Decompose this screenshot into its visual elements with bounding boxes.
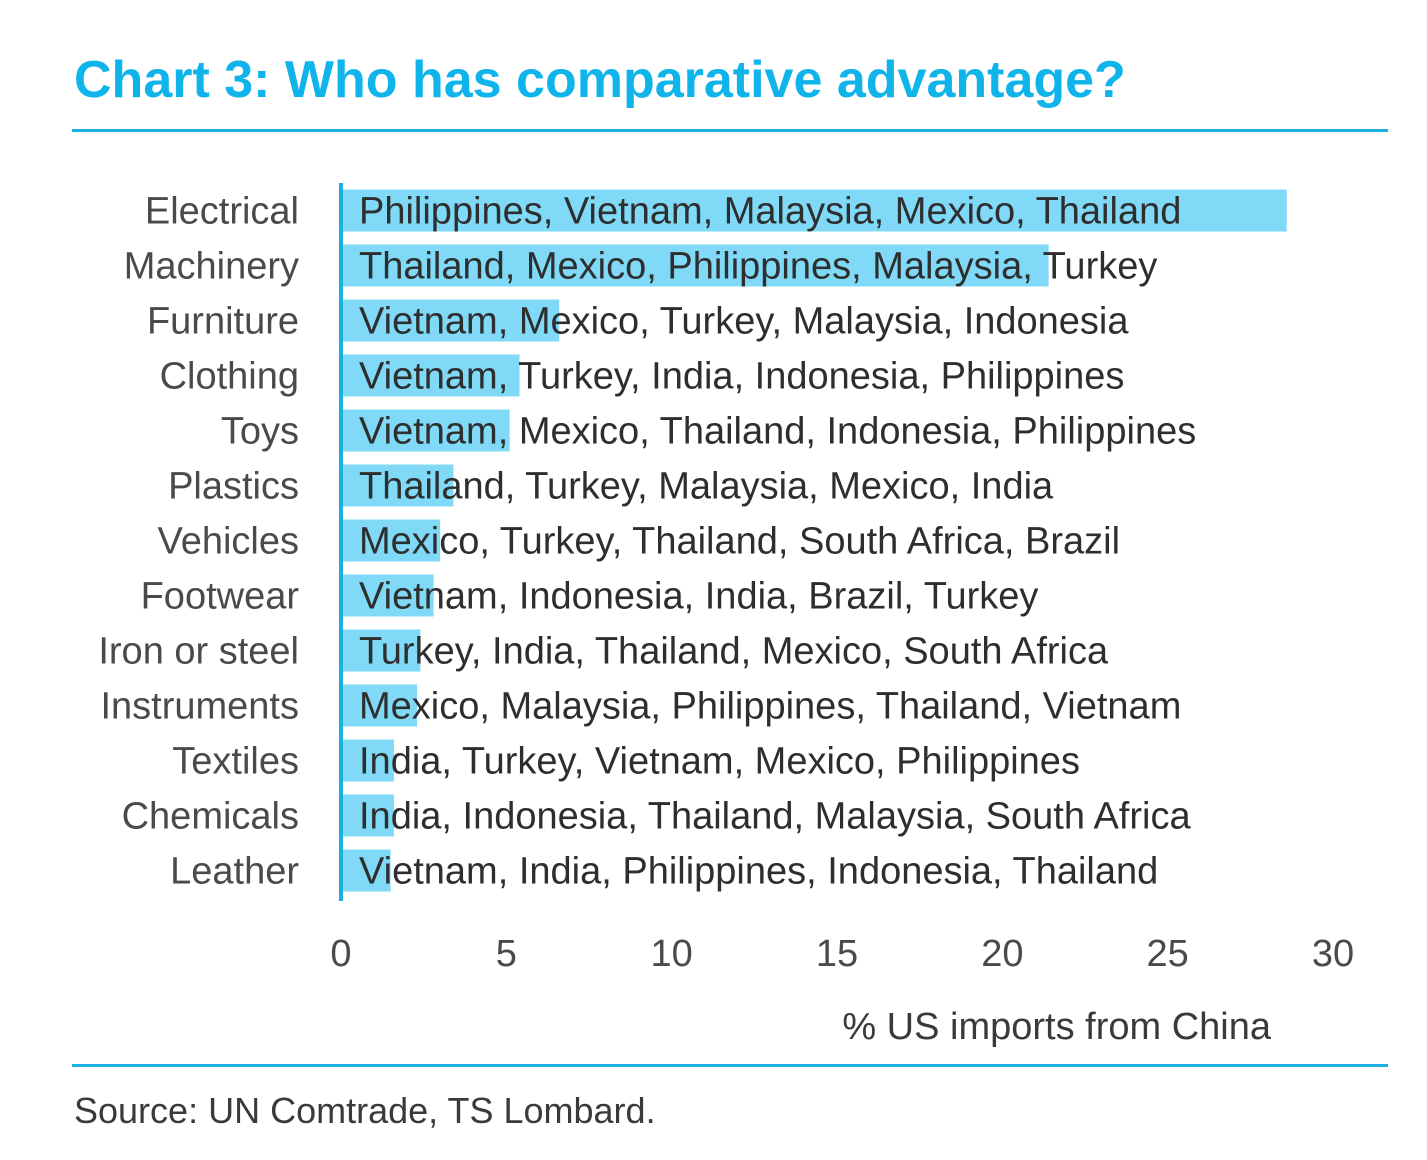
bottom-divider <box>72 1064 1388 1067</box>
bar-annotation-0: Philippines, Vietnam, Malaysia, Mexico, … <box>359 191 1181 233</box>
x-tick-label-4: 20 <box>981 933 1023 975</box>
bar-4 <box>341 409 510 452</box>
category-label-8: Iron or steel <box>98 631 299 673</box>
bar-11 <box>341 794 394 837</box>
bar-annotation-8: Turkey, India, Thailand, Mexico, South A… <box>359 631 1109 673</box>
x-tick-label-5: 25 <box>1147 933 1189 975</box>
category-label-6: Vehicles <box>157 521 299 563</box>
category-label-7: Footwear <box>141 576 300 618</box>
bar-8 <box>341 629 421 672</box>
bar-annotation-11: India, Indonesia, Thailand, Malaysia, So… <box>359 796 1191 838</box>
bar-0 <box>341 189 1287 232</box>
bar-9 <box>341 684 418 727</box>
x-tick-label-2: 10 <box>651 933 693 975</box>
category-label-9: Instruments <box>100 686 299 728</box>
text-layer: Electrical Philippines, Vietnam, Malaysia… <box>98 191 1196 893</box>
category-label-12: Leather <box>170 851 299 893</box>
x-tick-label-1: 5 <box>496 933 517 975</box>
category-label-3: Clothing <box>160 356 299 398</box>
bar-annotation-10: India, Turkey, Vietnam, Mexico, Philippi… <box>359 741 1080 783</box>
top-divider <box>72 129 1388 132</box>
x-tick-label-6: 30 <box>1312 933 1354 975</box>
bar-7 <box>341 574 434 617</box>
category-label-5: Plastics <box>168 466 299 508</box>
x-ticks-layer: 0 5 10 15 20 25 30 <box>330 933 1354 975</box>
bar-annotation-3: Vietnam, Turkey, India, Indonesia, Phili… <box>359 356 1124 398</box>
category-label-11: Chemicals <box>122 796 299 838</box>
x-tick-label-3: 15 <box>816 933 858 975</box>
bar-annotation-1: Thailand, Mexico, Philippines, Malaysia,… <box>359 246 1157 288</box>
bar-5 <box>341 464 454 507</box>
bar-annotation-7: Vietnam, Indonesia, India, Brazil, Turke… <box>359 576 1038 618</box>
source-note: Source: UN Comtrade, TS Lombard. <box>74 1090 656 1131</box>
bar-10 <box>341 739 394 782</box>
category-label-2: Furniture <box>147 301 299 343</box>
bar-2 <box>341 299 560 342</box>
bar-annotation-2: Vietnam, Mexico, Turkey, Malaysia, Indon… <box>359 301 1129 343</box>
bar-annotation-4: Vietnam, Mexico, Thailand, Indonesia, Ph… <box>359 411 1196 453</box>
category-label-4: Toys <box>221 411 299 453</box>
bar-6 <box>341 519 441 562</box>
bar-3 <box>341 354 520 397</box>
chart-title: Chart 3: Who has comparative advantage? <box>74 51 1126 109</box>
bar-12 <box>341 849 391 892</box>
category-label-0: Electrical <box>145 191 299 233</box>
bar-annotation-9: Mexico, Malaysia, Philippines, Thailand,… <box>359 686 1181 728</box>
x-axis-label: % US imports from China <box>842 1006 1272 1048</box>
bar-1 <box>341 244 1049 287</box>
category-label-1: Machinery <box>124 246 299 288</box>
category-label-10: Textiles <box>172 741 299 783</box>
bar-annotation-12: Vietnam, India, Philippines, Indonesia, … <box>359 851 1158 893</box>
bar-annotation-6: Mexico, Turkey, Thailand, South Africa, … <box>359 521 1120 563</box>
bar-annotation-5: Thailand, Turkey, Malaysia, Mexico, Indi… <box>359 466 1054 508</box>
bars-layer <box>341 189 1287 892</box>
x-tick-label-0: 0 <box>330 933 351 975</box>
